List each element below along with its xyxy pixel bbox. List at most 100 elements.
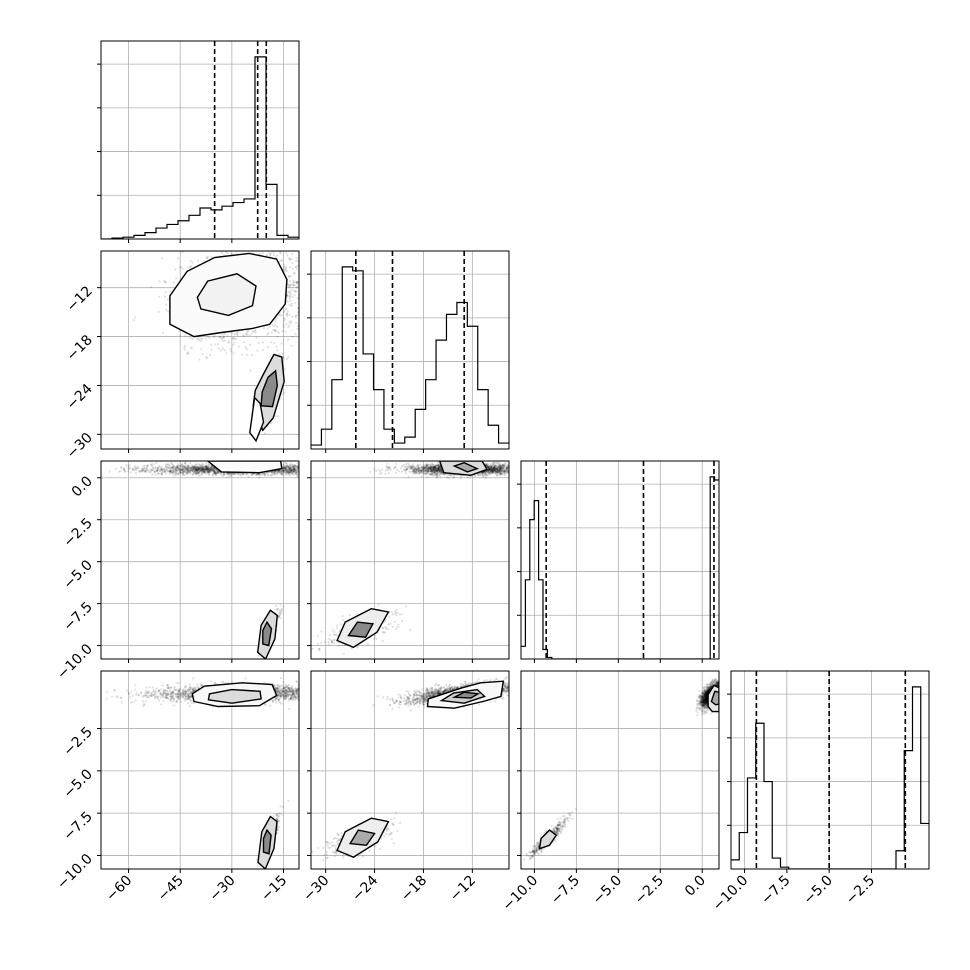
scatter-point [215,471,219,474]
scatter-point [223,473,226,476]
scatter-point [202,468,205,471]
scatter-point [170,463,173,466]
scatter-point [253,330,256,333]
scatter-point [196,470,199,473]
scatter-point [229,472,232,475]
scatter-point [242,340,245,344]
scatter-point [277,471,280,474]
scatter-point [169,469,172,472]
scatter-point [181,472,185,475]
scatter-point [251,473,254,476]
scatter-point [216,472,219,475]
scatter-point [199,473,202,476]
scatter-point [160,468,163,471]
scatter-point [211,468,214,471]
scatter-point [201,467,204,470]
scatter-point [194,469,197,472]
scatter-point [296,281,299,284]
scatter-point [293,272,296,275]
scatter-point [198,467,201,470]
scatter-point [178,464,181,467]
scatter-point [261,472,264,475]
scatter-point [161,471,164,474]
scatter-point [175,466,178,469]
scatter-point [204,470,207,473]
scatter-point [196,468,199,471]
scatter-point [172,470,175,473]
scatter-point [289,266,292,269]
scatter-point [155,461,158,465]
scatter-point [185,470,188,473]
scatter-point [153,470,156,473]
panel-1-1 [307,250,510,453]
scatter-point [293,463,296,466]
scatter-point [158,280,161,283]
scatter-point [225,472,229,475]
scatter-point [199,469,202,473]
scatter-point [291,469,294,472]
scatter-point [174,471,177,474]
scatter-point [168,468,171,471]
scatter-point [205,355,208,359]
scatter-point [285,464,288,467]
scatter-point [202,470,205,473]
scatter-point [156,466,159,469]
scatter-point [283,467,286,470]
scatter-point [276,330,279,333]
scatter-point [294,465,297,468]
scatter-point [122,467,125,470]
scatter-point [176,473,179,476]
scatter-point [190,265,193,268]
scatter-point [192,466,195,469]
scatter-point [289,258,292,261]
scatter-point [143,466,146,470]
scatter-point [187,266,190,269]
scatter-point [287,471,290,474]
scatter-point [207,255,210,258]
scatter-point [182,471,185,475]
scatter-point [206,467,209,470]
scatter-point [182,465,185,468]
scatter-point [289,469,292,473]
scatter-point [176,466,179,469]
scatter-point [288,297,291,300]
scatter-point [177,472,180,475]
scatter-point [134,467,137,471]
scatter-point [257,341,260,344]
scatter-point [133,469,136,472]
scatter-point [171,466,174,470]
scatter-point [167,470,170,473]
scatter-point [170,466,173,469]
scatter-point [156,468,159,471]
scatter-point [165,303,168,306]
scatter-point [283,466,287,469]
scatter-point [191,467,194,470]
scatter-point [219,336,222,339]
scatter-point [239,474,242,477]
scatter-point [176,465,179,468]
scatter-point [245,347,248,350]
scatter-point [195,470,198,473]
scatter-point [197,466,200,469]
scatter-point [271,471,274,474]
scatter-point [283,466,287,469]
scatter-point [205,256,208,259]
scatter-point [140,470,143,473]
scatter-point [180,463,183,466]
scatter-point [255,473,258,476]
scatter-point [138,471,141,474]
scatter-point [294,290,297,293]
scatter-point [156,467,159,471]
scatter-point [188,465,191,468]
scatter-point [230,350,233,353]
scatter-point [278,611,282,614]
scatter-point [287,338,290,341]
scatter-point [211,468,214,471]
scatter-point [189,469,192,472]
scatter-point [205,465,208,468]
scatter-point [185,469,188,472]
scatter-point [191,464,194,467]
scatter-point [209,466,212,469]
scatter-point [214,473,217,477]
scatter-point [292,473,295,476]
